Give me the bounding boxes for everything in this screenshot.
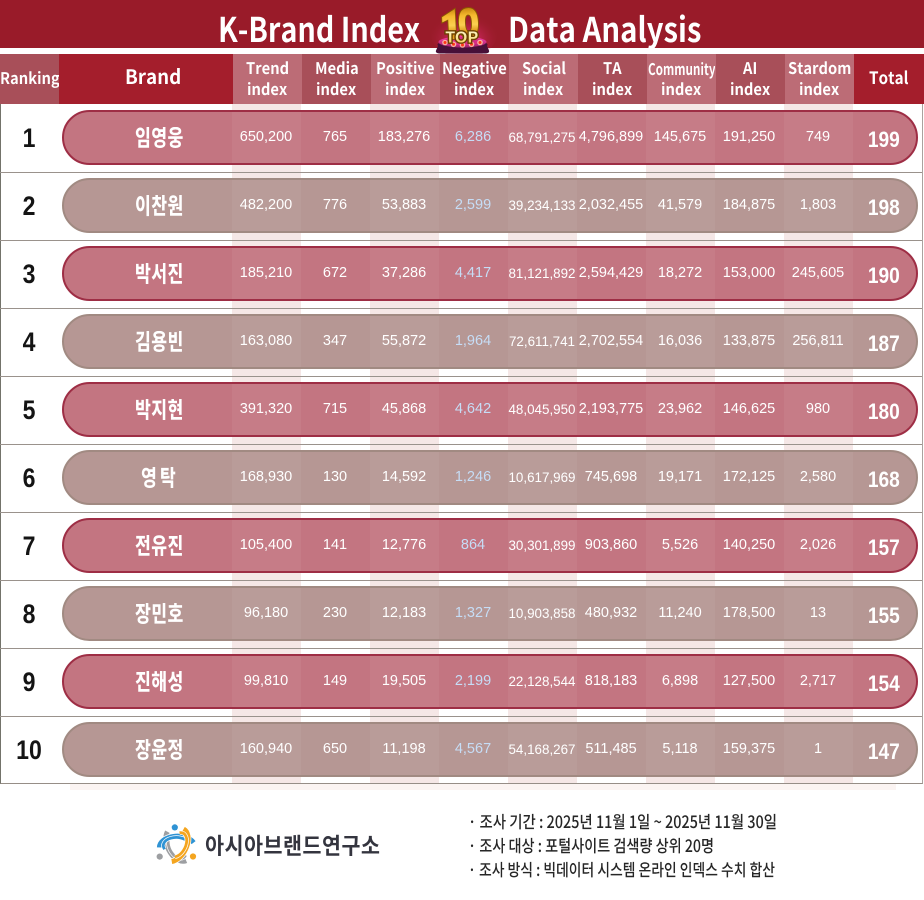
svg-text:TOP: TOP <box>445 30 478 47</box>
svg-text:TOP: TOP <box>445 30 478 47</box>
